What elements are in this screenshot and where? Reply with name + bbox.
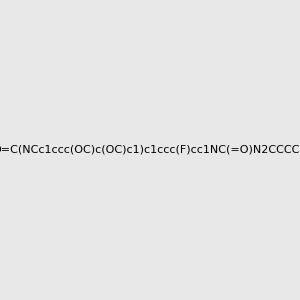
Text: O=C(NCc1ccc(OC)c(OC)c1)c1ccc(F)cc1NC(=O)N2CCCC2: O=C(NCc1ccc(OC)c(OC)c1)c1ccc(F)cc1NC(=O)…	[0, 145, 300, 155]
